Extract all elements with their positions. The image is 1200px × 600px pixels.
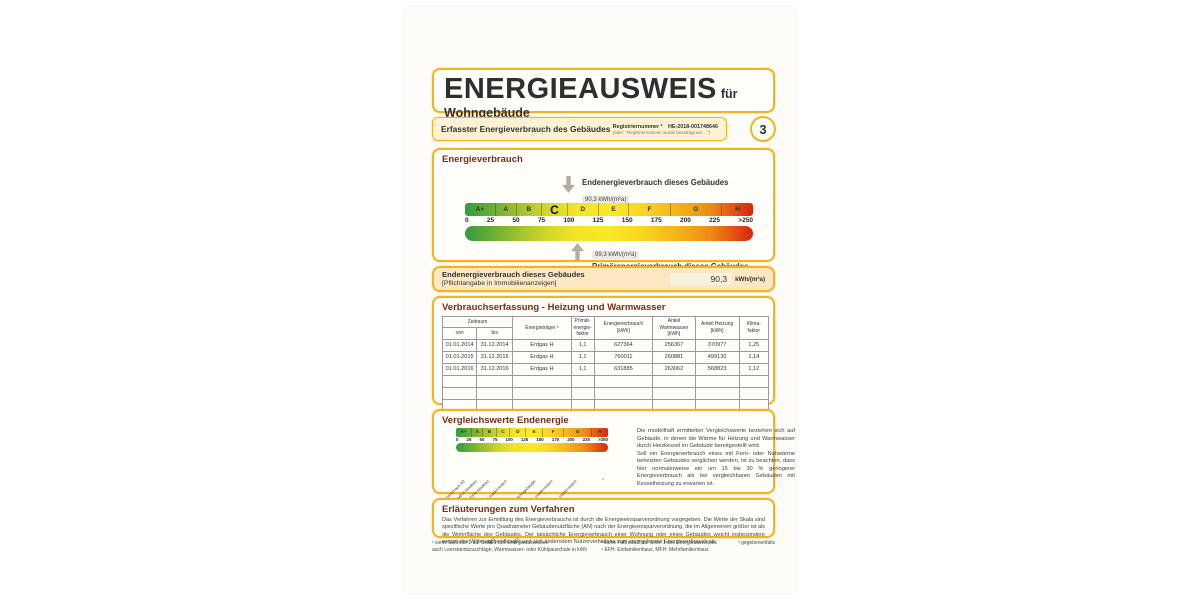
explanation-box: Erläuterungen zum Verfahren Das Verfahre… <box>432 498 775 545</box>
col-anteil-warmwasser: Anteil Warmwasser [kWh] <box>652 316 696 340</box>
comparison-paragraph-1: Die modellhaft ermittelten Vergleichswer… <box>637 428 795 450</box>
banner-unit: kWh/(m²a) <box>735 275 765 283</box>
col-primaerfaktor: Primär- energie- faktor <box>570 316 595 340</box>
explanation-text: Das Verfahren zur Ermittlung des Energie… <box>442 517 765 545</box>
scale-segment: H <box>735 206 740 213</box>
table-empty-row <box>441 374 770 388</box>
col-anteil-heizung: Anteil Heizung [kWh] <box>694 316 740 340</box>
registration-label: Registriernummer ² <box>612 123 663 130</box>
registration-note: (oder: "Registriernummer wurde beantragt… <box>612 129 711 135</box>
header-bar: Erfasster Energieverbrauch des Gebäudes … <box>432 117 727 141</box>
comparison-scale: A+ A B C D E F G H 0 25 50 75 100 125 150 175 20… <box>456 428 608 452</box>
registration-number: HE-2018-001748646 <box>667 123 718 130</box>
end-energy-value: 90,3 kWh/(m²a) <box>582 196 630 204</box>
banner-value: 90,3 <box>670 273 733 285</box>
energy-scale: A+ A B C D E F G H 0 25 50 75 100 125 150 175 20… <box>465 203 753 241</box>
energy-scale-letter-band: A+ A B C D E F G H <box>465 203 753 217</box>
consumption-table-box: Verbrauchserfassung - Heizung und Warmwa… <box>432 296 775 412</box>
col-von: von <box>441 327 478 340</box>
energy-scale-numbers: 0 25 50 75 100 125 150 175 200 225 >250 <box>465 217 753 224</box>
explanation-title: Erläuterungen zum Verfahren <box>442 504 575 515</box>
consumption-box: Energieverbrauch Endenergieverbrauch die… <box>432 148 775 271</box>
page-number-badge: 3 <box>750 116 776 142</box>
footnotes: ¹ siehe Fußnote 1 auf Seite 1 des Energi… <box>432 540 775 554</box>
comparison-text: Die modellhaft ermittelten Vergleichswer… <box>637 428 795 489</box>
end-energy-banner: Endenergieverbrauch dieses Gebäudes [Pfl… <box>432 266 775 292</box>
col-bis: bis <box>476 327 514 340</box>
comparison-footnote-marker: ⁴ <box>602 477 604 482</box>
table-row: 01.01.2015 31.12.2015 Erdgas H 1,1 760011 260… <box>441 350 770 364</box>
comparison-letter-band: A+ A B C D E F G H <box>456 428 608 437</box>
page-title-suffix: für Wohngebäude <box>444 87 738 120</box>
scale-segment: F <box>629 203 671 216</box>
end-energy-arrow-down-icon <box>562 176 575 193</box>
primary-energy-arrow-up-icon <box>571 243 584 260</box>
scale-segment: D <box>568 203 599 216</box>
table-empty-row <box>441 386 770 400</box>
page-title: ENERGIEAUSWEIS <box>444 73 717 105</box>
table-subheader-row: von bis <box>441 327 769 340</box>
scale-segment-current-rating: C <box>542 203 568 217</box>
comparison-paragraph-2: Soll ein Energieverbrauch eines mit Fern… <box>637 450 795 488</box>
consumption-title: Energieverbrauch <box>442 154 523 165</box>
comparison-title: Vergleichswerte Endenergie <box>442 415 569 426</box>
col-energietraeger: Energieträger ³ <box>512 316 572 340</box>
banner-label-line1: Endenergieverbrauch dieses Gebäudes <box>442 270 585 280</box>
primary-energy-value: 99,3 kWh/(m²a) <box>592 251 640 259</box>
scale-segment: A+ <box>465 203 496 216</box>
consumption-table: Zeitraum Energieträger ³ Primär- energie… <box>441 315 770 412</box>
table-title: Verbrauchserfassung - Heizung und Warmwa… <box>442 302 666 313</box>
banner-label-line2: [Pflichtangabe in Immobilienanzeigen] <box>442 279 557 287</box>
page-number: 3 <box>759 121 767 137</box>
comparison-scale-numbers: 0 25 50 75 100 125 150 175 200 225 >250 <box>456 437 608 442</box>
scale-segment: G <box>671 203 723 216</box>
header-bar-label: Erfasster Energieverbrauch des Gebäudes <box>441 124 611 134</box>
table-empty-row <box>441 398 770 412</box>
footnote-col1: ¹ siehe Fußnote 1 auf Seite 1 des Energi… <box>432 540 588 553</box>
end-energy-label: Endenergieverbrauch dieses Gebäudes <box>582 178 729 187</box>
col-zeitraum: Zeitraum <box>441 315 514 329</box>
footnote-col3: ³ gegebenenfalls <box>738 540 775 546</box>
comparison-gradient-bar <box>456 443 608 452</box>
footnote-col2: ² siehe Fußnote 2 auf Seite 1 des Energi… <box>601 540 717 553</box>
scale-segment: A <box>496 203 517 216</box>
col-energieverbrauch: Energieverbrauch [kWh] <box>593 316 654 340</box>
scale-segment: B <box>517 203 543 216</box>
col-klimafaktor: Klima- faktor <box>738 316 770 340</box>
energy-scale-gradient-bar <box>465 226 753 241</box>
scale-segment: E <box>599 203 630 216</box>
table-header-row: Zeitraum Energieträger ³ Primär- energie… <box>441 315 770 340</box>
table-row: 01.01.2016 31.12.2016 Erdgas H 1,1 631885 263… <box>441 362 770 376</box>
comparison-box: Vergleichswerte Endenergie A+ A B C D E … <box>432 409 795 545</box>
table-row: 01.01.2014 31.12.2014 Erdgas H 1,1 627364 256… <box>441 338 770 352</box>
end-energy-callout: Endenergieverbrauch dieses Gebäudes 90,3… <box>582 178 728 206</box>
